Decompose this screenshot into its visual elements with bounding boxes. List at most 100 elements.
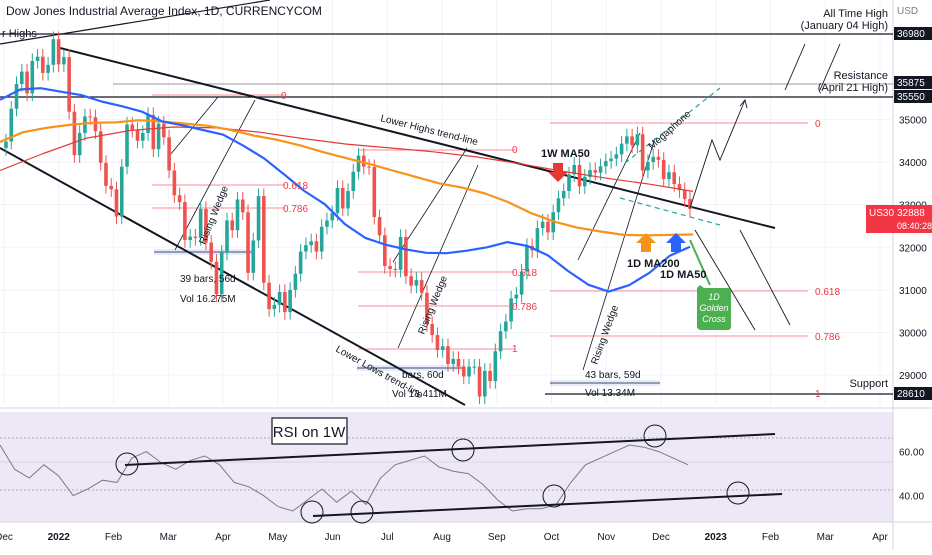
- rsi-axis: 60.00 40.00: [899, 448, 924, 503]
- candle-body: [635, 134, 640, 146]
- candle-body: [283, 292, 287, 313]
- badge-support: 28610: [897, 389, 925, 400]
- golden-cross-line-1: 1D: [708, 292, 720, 302]
- symbol-title[interactable]: Dow Jones Industrial Average Index, 1D, …: [6, 4, 322, 18]
- time-tick-label: Jun: [324, 532, 340, 543]
- time-tick-label: Apr: [872, 532, 888, 543]
- candle-body: [588, 170, 592, 177]
- range2-bars: bars, 60d: [402, 370, 444, 381]
- candle-body: [114, 189, 119, 217]
- key-levels: [0, 33, 893, 395]
- candle-body: [193, 236, 198, 238]
- candle-body: [682, 190, 687, 200]
- badge-resistance: 35550: [897, 92, 925, 103]
- candle-body: [340, 188, 345, 209]
- price-tick-label: 29000: [899, 371, 927, 382]
- projection-ath-1: [784, 43, 806, 91]
- rsi-circle-3: [643, 424, 667, 448]
- candle-body: [251, 240, 256, 273]
- candle-countdown: 08:40:28: [897, 221, 932, 231]
- candle-body: [277, 292, 282, 305]
- candle-body: [667, 172, 671, 180]
- candle-body: [656, 156, 661, 160]
- candle-body: [383, 235, 387, 267]
- time-tick-label: 2023: [705, 532, 728, 543]
- ma50-1w-label: 1W MA50: [541, 148, 590, 160]
- candle-body: [361, 155, 366, 167]
- time-tick-label: Mar: [817, 532, 835, 543]
- candle-body: [56, 39, 61, 65]
- candle-body: [561, 190, 566, 199]
- fib-a-618-label: 0.618: [283, 181, 308, 192]
- candle-body: [446, 346, 450, 365]
- ma50-1w-line: [0, 126, 694, 192]
- fibonacci-levels: [152, 94, 808, 350]
- candle-body: [77, 133, 82, 156]
- time-tick-label: Mar: [160, 532, 178, 543]
- badge-ath: 36980: [897, 29, 925, 40]
- fib-a-786-label: 0.786: [283, 204, 308, 215]
- candle-body: [146, 115, 150, 134]
- candle-body: [156, 123, 161, 150]
- candle-body: [62, 57, 66, 65]
- golden-cross-pointer: [689, 239, 711, 286]
- badge-resistance-upper: 35875: [897, 78, 925, 89]
- candle-body: [288, 289, 292, 313]
- candle-body: [293, 273, 298, 290]
- range3-vol: Vol 13.34M: [585, 388, 635, 399]
- candle-body: [688, 199, 692, 209]
- wedge2-lower: [397, 164, 479, 349]
- candle-body: [535, 228, 540, 251]
- candle-body: [519, 271, 524, 295]
- higher-highs-label: r Highs: [2, 28, 37, 40]
- candle-body: [456, 358, 461, 367]
- candle-body: [483, 370, 487, 397]
- golden-cross-line-3: Cross: [702, 314, 726, 324]
- candle-body: [614, 154, 619, 159]
- time-tick-label: Feb: [762, 532, 780, 543]
- candle-body: [319, 226, 324, 252]
- candle-body: [51, 39, 56, 65]
- candle-body: [330, 213, 335, 221]
- rsi-pane: RSI on 1W: [0, 417, 893, 524]
- candle-body: [14, 83, 19, 109]
- candle-body: [214, 261, 219, 295]
- candle-body: [230, 220, 235, 231]
- candle-body: [35, 56, 40, 61]
- time-axis[interactable]: Dec 2022 Feb Mar Apr May Jun Jul Aug Sep Oct Nov Dec…: [0, 532, 888, 543]
- candle-body: [472, 366, 477, 368]
- candle-body: [204, 208, 208, 243]
- candle-body: [461, 366, 466, 377]
- candle-body: [109, 185, 114, 190]
- candle-body: [130, 124, 135, 130]
- ma200-1d-line: [0, 119, 694, 237]
- candle-body: [409, 276, 413, 286]
- candle-body: [604, 161, 608, 167]
- candle-body: [640, 134, 645, 171]
- fib-c-618-label: 0.618: [815, 287, 840, 298]
- candle-body: [125, 124, 129, 167]
- candle-body: [240, 199, 245, 213]
- rsi-circle-1: [115, 452, 139, 476]
- candle-body: [225, 220, 229, 253]
- support-label: Support: [849, 378, 888, 390]
- ma50-1d-label: 1D MA50: [660, 269, 706, 281]
- fib-b-1-label: 1: [512, 344, 518, 355]
- ma-markers: [548, 163, 731, 330]
- range1-vol: Vol 16.275M: [180, 294, 236, 305]
- candle-body: [619, 143, 624, 155]
- fib-b-0-label: 0: [512, 145, 518, 156]
- candle-body: [477, 366, 482, 397]
- projection-up-arrowhead: [739, 99, 748, 109]
- resistance-label: Resistance: [834, 70, 888, 82]
- range2-vol: Vol 13.411M: [392, 389, 447, 400]
- candle-body: [88, 116, 92, 118]
- candle-body: [335, 188, 340, 214]
- candle-body: [398, 237, 403, 270]
- candle-body: [151, 115, 156, 150]
- price-tick-label: 31000: [899, 286, 927, 297]
- time-tick-label: Oct: [544, 532, 560, 543]
- candle-body: [404, 237, 408, 277]
- candle-body: [625, 136, 629, 144]
